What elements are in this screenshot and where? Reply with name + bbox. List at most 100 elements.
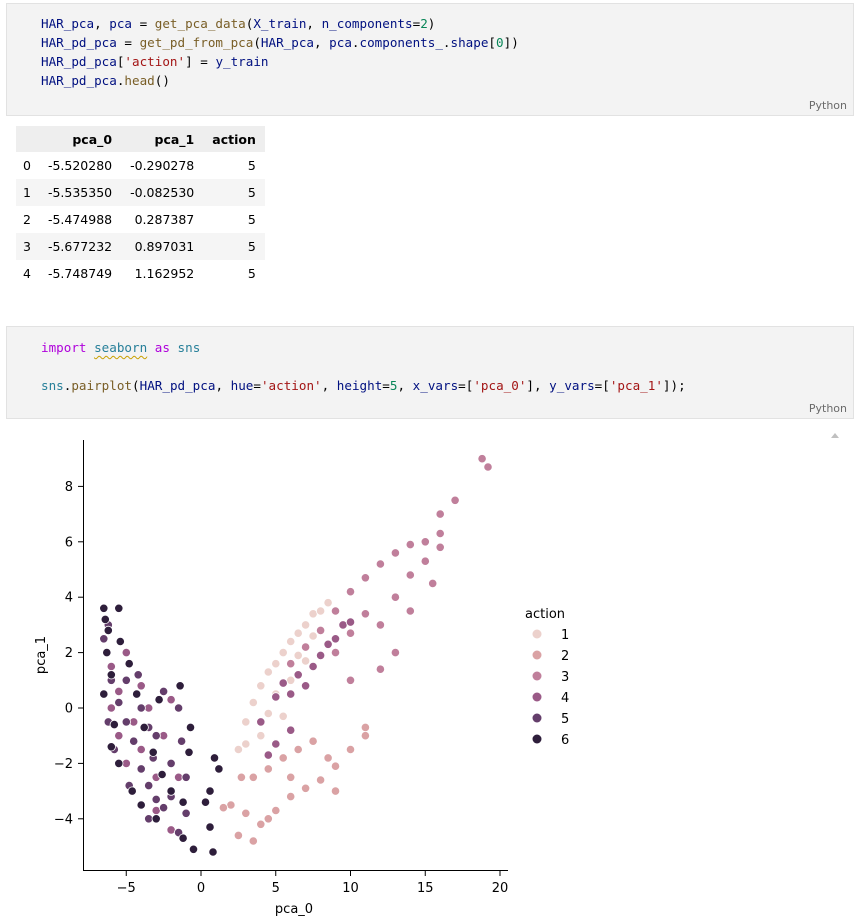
y-tick-label: 0	[65, 702, 73, 717]
code-token: ,	[215, 378, 231, 393]
scatter-point	[286, 725, 296, 735]
code-token: ],	[526, 378, 550, 393]
code-token: .	[442, 35, 451, 50]
code-token: head	[124, 73, 155, 88]
code-token: 5	[389, 378, 398, 393]
x-tick-label: 20	[492, 881, 509, 896]
scatter-point	[330, 647, 341, 658]
y-tick-label: 2	[65, 646, 73, 661]
scatter-point	[330, 634, 341, 644]
scatter-point	[278, 647, 288, 658]
scatter-point	[233, 830, 243, 841]
code-token: )	[427, 16, 436, 31]
code-token: =[	[594, 378, 610, 393]
scatter-point	[241, 808, 251, 818]
scatter-point	[144, 780, 154, 791]
scatter-point	[293, 744, 303, 755]
scatter-point	[278, 753, 288, 763]
code-token: 'pca_0'	[473, 378, 527, 393]
code-token: height	[336, 378, 383, 393]
code-token: .	[63, 378, 72, 393]
x-tick-label: 15	[417, 881, 434, 896]
code-token: n_components	[321, 16, 413, 31]
legend-label: 5	[561, 712, 569, 727]
scatter-point	[300, 656, 311, 666]
code-token: hue	[230, 378, 254, 393]
scatter-point	[185, 722, 196, 733]
scatter-point	[330, 606, 341, 616]
scatter-point	[271, 805, 281, 816]
scatter-point	[132, 689, 142, 699]
scatter-point	[106, 661, 116, 672]
scatter-point	[174, 703, 184, 713]
code-cell-1[interactable]: HAR_pca, pca = get_pca_data(X_train, n_c…	[6, 3, 854, 116]
legend-title: action	[525, 607, 565, 622]
scatter-point	[323, 753, 333, 763]
legend: action 1 2 3 4 5 6	[525, 607, 569, 748]
scatter-point	[435, 509, 445, 519]
y-tick-label: −2	[54, 757, 73, 772]
code-token: as	[154, 340, 170, 355]
scatter-point	[114, 697, 124, 708]
scatter-point	[390, 548, 400, 558]
table-row: 1 -5.535350 -0.082530 5	[16, 179, 265, 206]
scatter-point	[450, 495, 460, 505]
legend-marker	[532, 650, 542, 660]
x-tick-label: −5	[117, 881, 136, 896]
legend-label: 4	[561, 691, 569, 706]
code-editor-2[interactable]: import seaborn as sns sns.pairplot(HAR_p…	[41, 338, 686, 395]
x-ticks: −5 0 5 10 15 20	[117, 871, 509, 896]
x-tick-label: 0	[197, 881, 205, 896]
scatter-point	[151, 794, 161, 805]
scatter-point	[405, 606, 415, 616]
scatter-point	[286, 791, 296, 802]
scatter-point	[271, 739, 281, 749]
scatter-point	[114, 758, 124, 769]
scatter-point	[263, 814, 273, 824]
scatter-point	[293, 650, 303, 661]
scatter-point	[345, 744, 356, 755]
legend-marker	[532, 671, 542, 681]
legend-marker	[532, 734, 542, 744]
scatter-point	[205, 822, 215, 832]
table-cell: 0.287387	[134, 212, 195, 227]
code-editor-1[interactable]: HAR_pca, pca = get_pca_data(X_train, n_c…	[41, 14, 519, 90]
x-tick-label: 10	[342, 881, 359, 896]
code-token: ,	[313, 35, 330, 50]
table-cell: -0.290278	[130, 158, 195, 173]
scatter-point	[248, 836, 258, 846]
dataframe-table: pca_0 pca_1 action 0 -5.520280 -0.290278…	[16, 126, 265, 287]
code-token: HAR_pd_pca	[41, 54, 117, 69]
scatter-point	[390, 592, 400, 602]
scatter-point	[300, 783, 311, 793]
code-cell-2[interactable]: import seaborn as sns sns.pairplot(HAR_p…	[6, 326, 854, 419]
language-label[interactable]: Python	[808, 402, 847, 415]
y-tick-label: −4	[54, 812, 73, 827]
code-token: get_pd_from_pca	[139, 35, 254, 50]
scatter-point	[345, 628, 356, 638]
scatter-point	[214, 764, 224, 774]
scatter-point	[233, 744, 243, 755]
code-token: ] =	[185, 54, 216, 69]
scatter-point	[124, 659, 134, 669]
y-tick-label: 4	[65, 591, 73, 606]
scatter-point	[405, 539, 415, 550]
row-index: 3	[16, 233, 39, 260]
scatter-point	[103, 625, 113, 636]
language-label[interactable]: Python	[808, 99, 847, 112]
table-cell: 5	[247, 158, 256, 173]
code-token: sns	[41, 378, 64, 393]
scatter-point	[166, 695, 176, 705]
scatter-point	[323, 598, 333, 608]
legend-marker	[532, 692, 542, 702]
table-cell: 1.162952	[134, 266, 195, 281]
scatter-point	[114, 603, 124, 613]
scroll-up-arrow-icon[interactable]	[831, 433, 839, 438]
scatter-point	[360, 731, 370, 741]
y-axis-label: pca_1	[34, 636, 49, 674]
scatter-point	[184, 747, 194, 757]
scatter-point	[271, 659, 281, 669]
table-row: 2 -5.474988 0.287387 5	[16, 206, 265, 233]
code-token: HAR_pd_pca	[41, 35, 117, 50]
code-token: 'action'	[124, 54, 186, 69]
